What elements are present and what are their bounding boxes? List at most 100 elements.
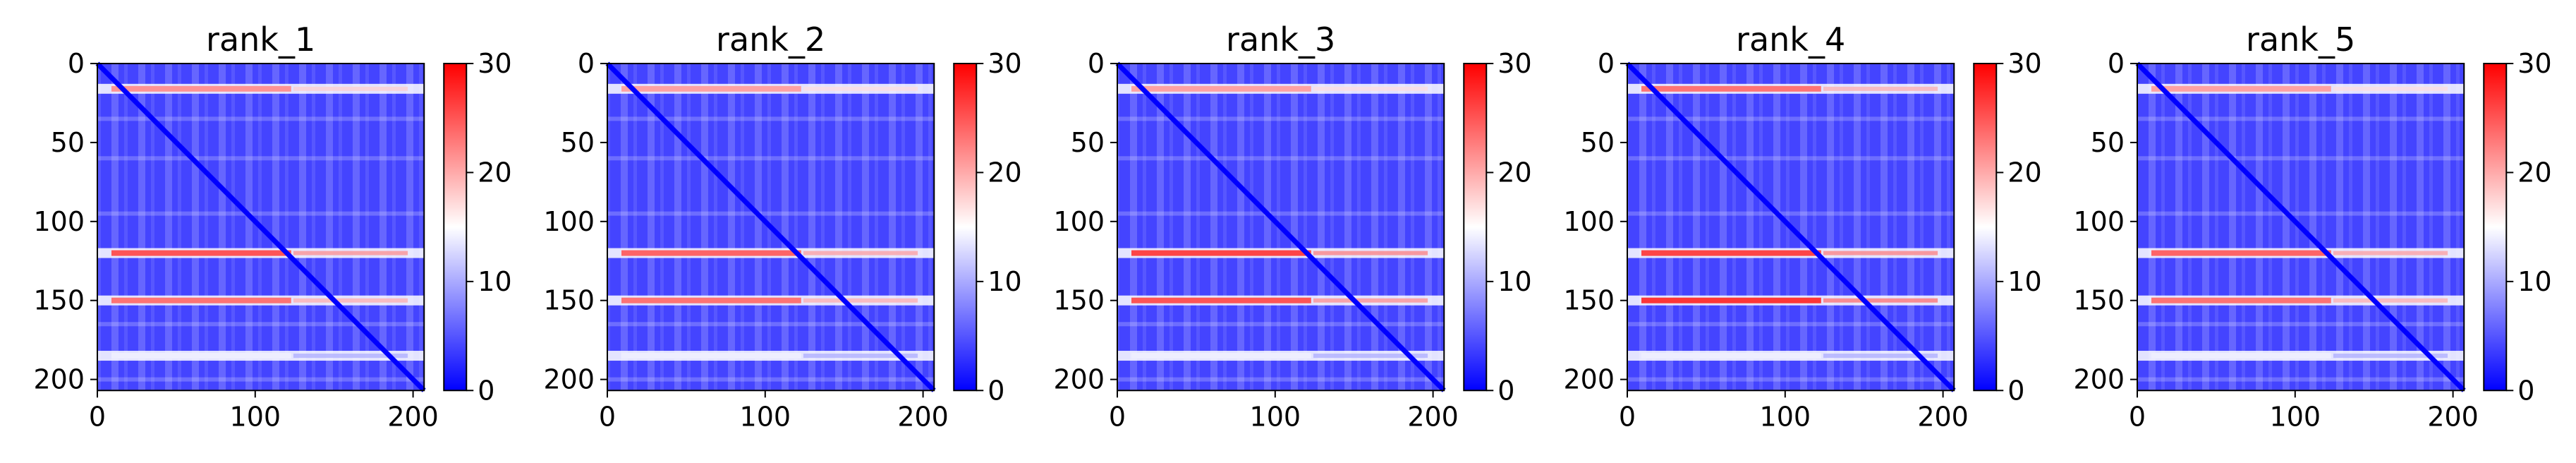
heatmap-band-core [111,353,291,359]
heatmap-band-core [1131,250,1311,256]
x-tick-label: 100 [1250,401,1301,432]
heatmap-band-core [621,297,801,303]
y-tick-label: 50 [2091,127,2125,158]
colorbar-tick-label: 10 [478,266,511,297]
x-tick-label: 100 [1760,401,1811,432]
colorbar-tick-label: 20 [1497,157,1531,188]
heatmap-diagonal [1625,61,1956,392]
x-tick-label: 200 [1407,401,1459,432]
y-tick-label: 50 [1581,127,1615,158]
heatmap-band-core [1131,353,1311,359]
heatmap-band-core [1313,251,1428,255]
y-tick-label: 150 [1053,285,1105,316]
heatmap-band-core [2333,86,2448,91]
heatmap-band-core [803,354,918,359]
plot-frame [2137,63,2465,392]
colorbar-tick-label: 0 [2007,375,2024,406]
colorbar-tick-label: 0 [1497,375,1514,406]
heatmap-row [97,322,425,327]
y-tick-label: 50 [1071,127,1105,158]
heatmap-row [2137,156,2465,161]
y-tick-label: 100 [2073,206,2125,237]
heatmap-row [607,322,935,327]
y-tick-label: 200 [1053,364,1105,395]
heatmap-band-core [2151,353,2331,359]
colorbar [953,63,978,392]
heatmap-diagonal [2135,61,2466,392]
heatmap-band-core [1641,85,1821,92]
panel-title: rank_3 [1226,20,1335,59]
heatmap-row [1117,116,1445,121]
heatmap-band-core [111,250,291,256]
x-tick-label: 0 [2129,401,2146,432]
x-tick-label: 0 [599,401,616,432]
heatmap-diagonal [95,61,426,392]
plot-frame [1627,63,1955,392]
colorbar [1463,63,1488,392]
y-tick-label: 0 [1088,48,1105,79]
colorbar-tick-label: 20 [2007,157,2041,188]
heatmap-band-core [293,251,408,255]
heatmap-row [1117,322,1445,327]
heatmap-band-core [1131,297,1311,303]
y-tick-label: 100 [543,206,595,237]
heatmap-band-core [1641,297,1821,303]
heatmap-band-core [1131,85,1311,92]
heatmap-band-core [2151,250,2331,256]
heatmap-row [1627,322,1955,327]
heatmap-band-core [1313,354,1428,359]
colorbar-tick-label: 10 [2007,266,2041,297]
y-tick-label: 200 [2073,364,2125,395]
heatmap-row [97,377,425,382]
panel-title: rank_2 [716,20,825,59]
heatmap-band-core [803,298,918,303]
colorbar-tick-label: 30 [1497,48,1531,79]
colorbar [443,63,468,392]
y-tick-label: 150 [1563,285,1615,316]
heatmap-band-core [111,85,291,92]
panel-title: rank_4 [1736,20,1845,59]
plot-frame [97,63,425,392]
heatmap-band-core [2151,297,2331,303]
y-tick-label: 200 [1563,364,1615,395]
heatmap-band-core [293,298,408,303]
colorbar-tick-label: 30 [988,48,1021,79]
colorbar [2483,63,2508,392]
heatmap-band-core [2333,298,2448,303]
y-tick-label: 150 [543,285,595,316]
heatmap-row [97,156,425,161]
y-tick-label: 50 [561,127,595,158]
colorbar-tick-label: 0 [478,375,494,406]
colorbar-tick-label: 20 [988,157,1021,188]
y-tick-label: 200 [543,364,595,395]
colorbar-tick-label: 20 [478,157,511,188]
x-tick-label: 200 [387,401,439,432]
x-tick-label: 100 [2270,401,2321,432]
heatmap-band-core [1641,250,1821,256]
heatmap-band-core [1823,298,1938,303]
heatmap-band-core [111,297,291,303]
x-tick-label: 200 [1917,401,1969,432]
heatmap-band-core [803,86,918,91]
y-tick-label: 100 [1053,206,1105,237]
heatmap-row [97,211,425,216]
y-tick-label: 0 [1598,48,1615,79]
heatmap-row [1627,156,1955,161]
heatmap-row [97,116,425,121]
colorbar-tick-label: 10 [1497,266,1531,297]
y-tick-label: 150 [2073,285,2125,316]
heatmap-band-core [2151,85,2331,92]
y-tick-label: 50 [51,127,85,158]
colorbar-tick-label: 30 [478,48,511,79]
colorbar-tick-label: 10 [2517,266,2551,297]
heatmap-band-core [803,251,918,255]
x-tick-label: 200 [897,401,949,432]
heatmap-row [607,116,935,121]
panel-title: rank_5 [2246,20,2355,59]
heatmap-band-core [2333,251,2448,255]
heatmap-band-core [621,85,801,92]
